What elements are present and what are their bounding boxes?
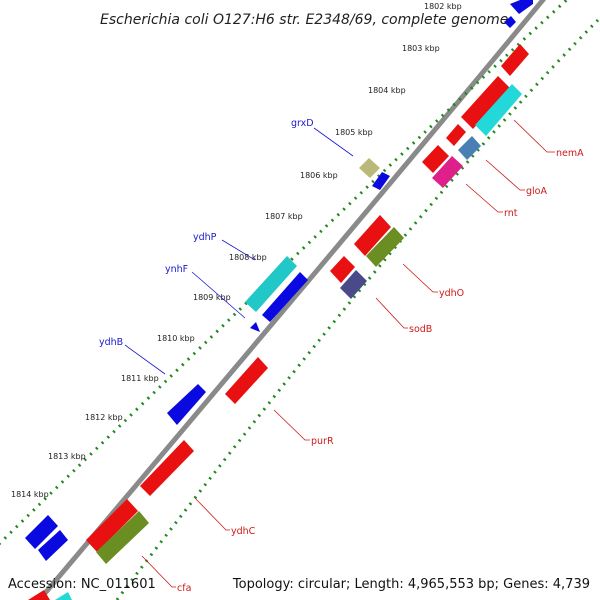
- genome-backbone: [35, 0, 547, 600]
- gene-label-gloA: gloA: [526, 186, 547, 197]
- forward-gene-arrow[interactable]: [504, 16, 516, 28]
- kbp-label-1807: 1807 kbp: [265, 212, 303, 221]
- forward-gene-arrow[interactable]: [510, 0, 533, 14]
- kbp-label-1803: 1803 kbp: [402, 44, 440, 53]
- tick-ring-outer: [0, 0, 569, 546]
- forward-strand-features: [25, 0, 533, 561]
- feature-grxD[interactable]: [359, 158, 380, 178]
- gene-label-ydhO: ydhO: [439, 288, 464, 299]
- leader-line-ydhP: [221, 239, 256, 261]
- leader-line-ydhB: [124, 344, 166, 375]
- leader-line-cfa: [141, 555, 176, 588]
- leader-line-purR: [273, 409, 310, 441]
- forward-gene-arrow[interactable]: [372, 172, 390, 190]
- gene-label-sodB: sodB: [409, 324, 432, 335]
- accession-label: Accession: NC_011601: [8, 577, 156, 592]
- leader-line-gloA: [485, 159, 525, 191]
- gene-label-rnt: rnt: [504, 208, 518, 219]
- kbp-label-1809: 1809 kbp: [193, 293, 231, 302]
- kbp-label-1811: 1811 kbp: [121, 374, 159, 383]
- gene-label-purR: purR: [311, 436, 334, 447]
- leader-line-nemA: [513, 119, 555, 153]
- feature-ydhC[interactable]: [140, 440, 194, 496]
- forward-gene-arrow[interactable]: [25, 515, 58, 549]
- feature-gloA[interactable]: [458, 136, 481, 160]
- gene-label-nemA: nemA: [556, 148, 584, 159]
- reverse-gene-arrow[interactable]: [501, 44, 529, 76]
- gene-label-ydhP: ydhP: [193, 232, 217, 243]
- reverse-gene-arrow[interactable]: [422, 145, 449, 173]
- reverse-gene-arrow[interactable]: [461, 76, 510, 129]
- leader-line-rnt: [465, 183, 503, 213]
- feature-sodB[interactable]: [340, 270, 367, 299]
- leader-line-ydhO: [402, 263, 438, 293]
- leader-line-ynhF: [191, 271, 246, 319]
- reverse-strand-features: [28, 44, 529, 600]
- feature-ynhF[interactable]: [250, 322, 260, 332]
- gene-leader-lines: [124, 119, 555, 588]
- kbp-label-1805: 1805 kbp: [335, 128, 373, 137]
- reverse-gene-arrow[interactable]: [86, 499, 138, 552]
- feature-ydhP[interactable]: [245, 256, 297, 312]
- feature-ydhP-second[interactable]: [262, 272, 308, 322]
- feature-purR[interactable]: [225, 357, 268, 404]
- kbp-label-1802: 1802 kbp: [424, 2, 462, 11]
- leader-line-grxD: [313, 127, 354, 157]
- tick-ring-inner: [114, 18, 600, 600]
- reverse-gene-arrow[interactable]: [55, 592, 72, 600]
- reverse-gene-arrow[interactable]: [354, 215, 391, 256]
- reverse-gene-arrow[interactable]: [446, 124, 466, 146]
- gene-labels: grxD ydhP ynhF ydhB nemA gloA rnt ydhO s…: [99, 118, 584, 594]
- reverse-gene-arrow[interactable]: [28, 590, 50, 600]
- feature-ydhO[interactable]: [366, 227, 404, 267]
- gene-label-ydhB: ydhB: [99, 337, 123, 348]
- gene-label-grxD: grxD: [291, 118, 314, 129]
- leader-line-sodB: [375, 297, 408, 329]
- kbp-label-1810: 1810 kbp: [157, 334, 195, 343]
- feature-nemA[interactable]: [475, 84, 522, 136]
- kbp-labels: 1802 kbp 1803 kbp 1804 kbp 1805 kbp 1806…: [11, 2, 462, 499]
- kbp-label-1814: 1814 kbp: [11, 490, 49, 499]
- kbp-label-1812: 1812 kbp: [85, 413, 123, 422]
- topology-summary: Topology: circular; Length: 4,965,553 bp…: [232, 577, 590, 592]
- gene-label-ynhF: ynhF: [165, 264, 188, 275]
- feature-ydhB[interactable]: [167, 384, 206, 425]
- kbp-label-1804: 1804 kbp: [368, 86, 406, 95]
- kbp-label-1806: 1806 kbp: [300, 171, 338, 180]
- kbp-label-1808: 1808 kbp: [229, 253, 267, 262]
- genome-title: Escherichia coli O127:H6 str. E2348/69, …: [100, 12, 508, 28]
- gene-label-ydhC: ydhC: [231, 526, 256, 537]
- gene-label-cfa: cfa: [177, 583, 191, 594]
- forward-gene-arrow[interactable]: [38, 530, 68, 561]
- reverse-gene-arrow[interactable]: [330, 256, 355, 283]
- feature-rnt[interactable]: [432, 156, 463, 188]
- feature-cfa[interactable]: [96, 511, 149, 564]
- kbp-label-1813: 1813 kbp: [48, 452, 86, 461]
- leader-line-ydhC: [194, 497, 230, 531]
